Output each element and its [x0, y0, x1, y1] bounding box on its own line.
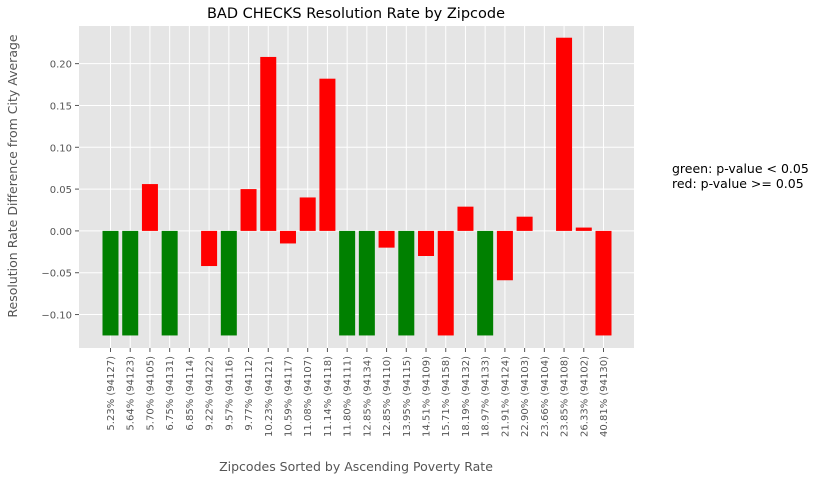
bar-12-85-94134	[358, 230, 375, 336]
x-tick-label: 18.97% (94133)	[481, 356, 492, 437]
bar-9-57-94116	[220, 230, 237, 336]
bar-18-19-94132	[457, 206, 474, 231]
x-tick-label: 12.85% (94134)	[362, 356, 373, 437]
y-tick-label: −0.05	[41, 269, 72, 280]
x-tick-label: 11.08% (94107)	[303, 356, 314, 437]
x-tick-label: 15.71% (94158)	[441, 356, 452, 437]
x-axis-label: Zipcodes Sorted by Ascending Poverty Rat…	[219, 459, 493, 474]
x-tick-label: 14.51% (94109)	[422, 356, 433, 437]
bar-9-22-94122	[201, 230, 218, 267]
bar-6-75-94131	[161, 230, 178, 336]
bar-10-59-94117	[279, 230, 296, 244]
x-tick-label: 5.64% (94123)	[126, 356, 137, 431]
x-axis-ticks: 5.23% (94127) 5.64% (94123) 5.70% (94105) 6…	[106, 348, 610, 437]
x-tick-label: 5.23% (94127)	[106, 356, 117, 431]
x-tick-label: 6.75% (94131)	[165, 356, 176, 431]
bar-22-90-94103	[516, 216, 533, 231]
chart-title: BAD CHECKS Resolution Rate by Zipcode	[207, 6, 505, 22]
x-tick-label: 23.85% (94108)	[560, 356, 571, 437]
x-tick-label: 13.95% (94115)	[402, 356, 413, 437]
x-tick-label: 22.90% (94103)	[520, 356, 531, 437]
x-tick-label: 10.59% (94117)	[283, 356, 294, 437]
bar-26-33-94102	[575, 227, 592, 231]
bar-9-77-94112	[240, 189, 257, 231]
x-tick-label: 11.80% (94111)	[343, 356, 354, 437]
y-tick-label: 0.10	[50, 143, 72, 154]
x-tick-label: 23.66% (94104)	[540, 356, 551, 437]
bar-5-23-94127	[102, 230, 119, 336]
bars	[102, 37, 612, 336]
x-tick-label: 5.70% (94105)	[145, 356, 156, 431]
bar-15-71-94158	[437, 230, 454, 336]
x-tick-label: 12.85% (94110)	[382, 356, 393, 437]
x-tick-label: 21.91% (94124)	[500, 356, 511, 437]
x-tick-label: 6.85% (94114)	[185, 356, 196, 431]
y-axis-label: Resolution Rate Difference from City Ave…	[5, 34, 20, 318]
bar-11-80-94111	[339, 230, 356, 336]
bar-10-23-94121	[260, 56, 277, 231]
bar-13-95-94115	[398, 230, 415, 336]
y-axis-ticks: −0.10 −0.05 0.00 0.05 0.10 0.15 0.20	[41, 60, 79, 322]
bar-40-81-94130	[595, 230, 612, 336]
x-tick-label: 9.77% (94112)	[244, 356, 255, 431]
legend-line-red: red: p-value >= 0.05	[672, 176, 804, 191]
bar-5-64-94123	[122, 230, 139, 336]
x-tick-label: 11.14% (94118)	[323, 356, 334, 437]
y-tick-label: 0.20	[50, 60, 72, 71]
bar-18-97-94133	[477, 230, 494, 336]
x-tick-label: 26.33% (94102)	[579, 356, 590, 437]
x-tick-label: 40.81% (94130)	[599, 356, 610, 437]
y-tick-label: 0.15	[50, 101, 72, 112]
x-tick-label: 9.22% (94122)	[205, 356, 216, 431]
x-tick-label: 10.23% (94121)	[264, 356, 275, 437]
y-tick-label: 0.00	[50, 227, 72, 238]
x-tick-label: 9.57% (94116)	[224, 356, 235, 431]
bar-23-85-94108	[556, 37, 573, 231]
bar-21-91-94124	[496, 230, 513, 281]
legend-line-green: green: p-value < 0.05	[672, 161, 809, 176]
y-tick-label: −0.10	[41, 311, 72, 322]
bar-11-08-94107	[299, 197, 316, 231]
bar-11-14-94118	[319, 78, 336, 231]
x-tick-label: 18.19% (94132)	[461, 356, 472, 437]
y-tick-label: 0.05	[50, 185, 72, 196]
bar-12-85-94110	[378, 230, 395, 248]
bar-14-51-94109	[418, 230, 435, 256]
bar-5-70-94105	[141, 184, 158, 231]
